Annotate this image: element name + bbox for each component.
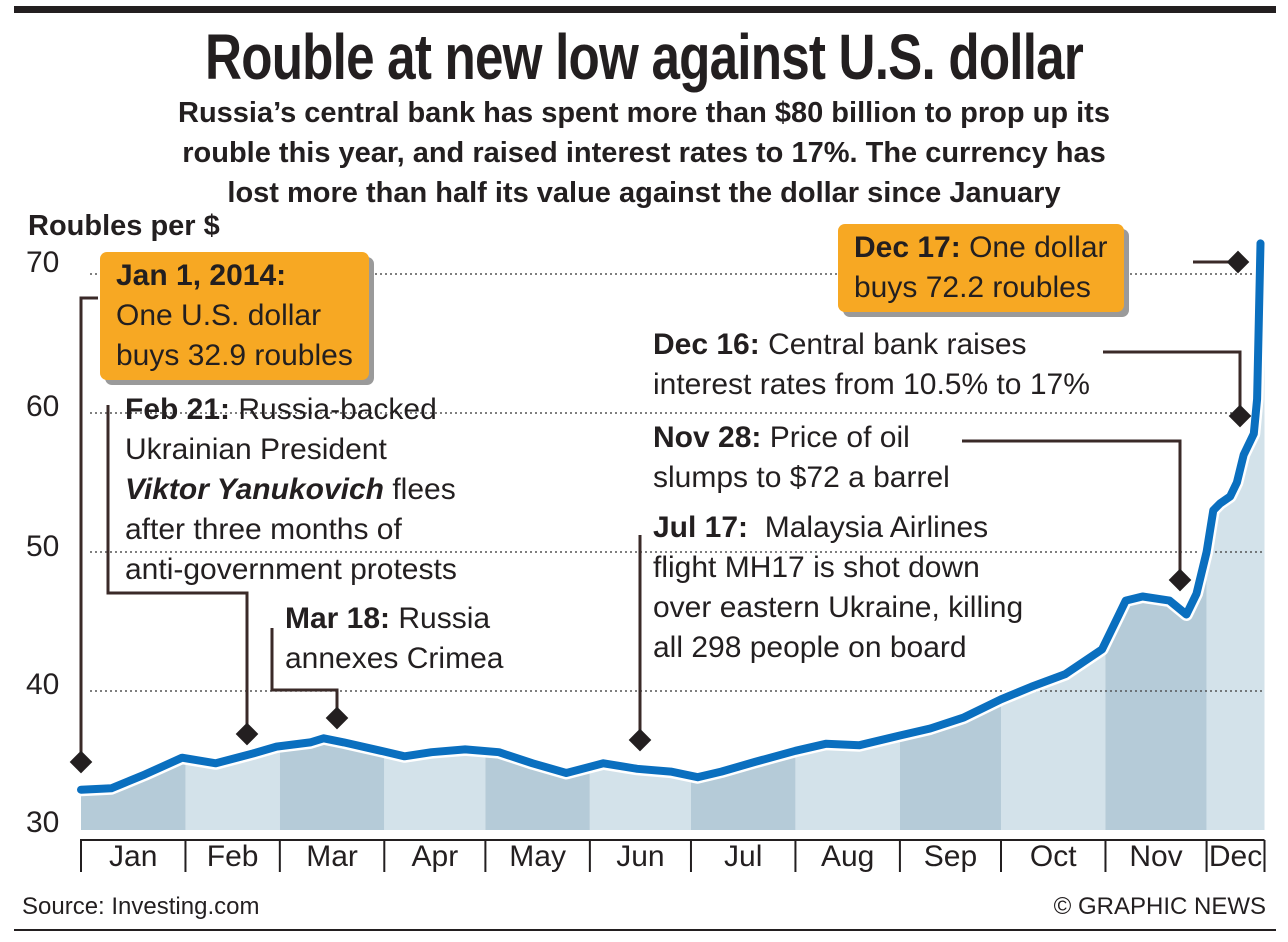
- chart-title: Rouble at new low against U.S. dollar: [205, 21, 1084, 93]
- diamond-marker-nov28: [1168, 568, 1192, 592]
- y-tick-label: 70: [26, 246, 60, 279]
- x-tick-label: Sep: [923, 840, 978, 873]
- x-tick-label: Aug: [820, 840, 875, 873]
- annotation-text: One dollar: [969, 231, 1108, 264]
- diamond-marker-feb21: [235, 722, 259, 746]
- diamond-marker-dec17: [1226, 250, 1250, 274]
- annotation-jul17: Jul 17: Malaysia Airlines flight MH17 is…: [653, 508, 1023, 668]
- bottom-rule: [14, 929, 1276, 931]
- x-axis: [80, 839, 1266, 872]
- diamond-marker-mar18: [325, 706, 349, 730]
- x-tick-label: Mar: [306, 840, 358, 873]
- annotation-name: Viktor Yanukovich: [125, 473, 384, 506]
- subtitle: Russia’s central bank has spent more tha…: [40, 93, 1248, 213]
- annotation-text: interest rates from 10.5% to 17%: [653, 368, 1090, 401]
- y-axis-label: Roubles per $: [28, 210, 220, 242]
- annotation-markers: [69, 250, 1252, 774]
- diamond-marker-jan1: [69, 750, 93, 774]
- annotation-text: Central bank raises: [768, 328, 1027, 361]
- y-tick-label: 60: [26, 390, 60, 423]
- annotation-text: buys 32.9 roubles: [116, 339, 353, 372]
- subtitle-line: rouble this year, and raised interest ra…: [182, 137, 1106, 169]
- connector-feb21: [106, 405, 249, 726]
- annotation-feb21: Feb 21: Russia-backed Ukrainian Presiden…: [125, 390, 457, 590]
- x-tick-label: Dec: [1208, 840, 1263, 873]
- x-tick-label: Feb: [206, 840, 259, 873]
- annotation-dec16: Dec 16: Central bank raises interest rat…: [653, 325, 1090, 405]
- annotation-text: flight MH17 is shot down: [653, 551, 980, 584]
- annotation-date: Jan 1, 2014:: [116, 259, 287, 292]
- annotation-text: annexes Crimea: [285, 642, 504, 675]
- x-tick-label: Jun: [616, 840, 665, 873]
- connector-nov28: [962, 439, 1182, 572]
- annotation-text: Russia-backed: [238, 393, 437, 426]
- diamond-marker-dec16: [1228, 404, 1252, 428]
- diamond-marker-jul17: [628, 728, 652, 752]
- subtitle-line: lost more than half its value against th…: [227, 177, 1061, 209]
- annotation-connectors: [79, 260, 1242, 752]
- annotation-text: Price of oil: [769, 421, 910, 454]
- annotation-text: anti-government protests: [125, 553, 457, 586]
- x-tick-label: Apr: [411, 840, 459, 873]
- annotation-date: Jul 17:: [653, 511, 749, 544]
- annotation-text: flees: [392, 473, 456, 506]
- annotation-date: Mar 18:: [285, 602, 391, 635]
- annotation-text: after three months of: [125, 513, 402, 546]
- annotation-text: slumps to $72 a barrel: [653, 461, 950, 494]
- annotation-date: Feb 21:: [125, 393, 231, 426]
- annotation-date: Dec 17:: [854, 231, 961, 264]
- annotation-text: One U.S. dollar: [116, 299, 322, 332]
- annotation-text: Ukrainian President: [125, 433, 387, 466]
- annotation-date: Nov 28:: [653, 421, 762, 454]
- annotation-text: Russia: [398, 602, 491, 635]
- annotation-text: buys 72.2 roubles: [854, 271, 1091, 304]
- x-tick-label: Jul: [724, 840, 763, 873]
- source-note: Source: Investing.com: [22, 893, 260, 920]
- annotation-text: all 298 people on board: [653, 631, 967, 664]
- top-rule: [14, 6, 1276, 13]
- x-tick-label: Oct: [1029, 840, 1077, 873]
- connector-mar18: [270, 628, 339, 710]
- annotation-text: Malaysia Airlines: [764, 511, 989, 544]
- series-line: [77, 239, 1265, 794]
- y-tick-label: 50: [26, 530, 60, 563]
- annotation-mar18: Mar 18: Russia annexes Crimea: [285, 599, 503, 679]
- y-tick-label: 30: [26, 806, 60, 839]
- annotation-date: Dec 16:: [653, 328, 760, 361]
- annotation-jan1-box: Jan 1, 2014: One U.S. dollar buys 32.9 r…: [100, 252, 369, 380]
- connector-jan1: [79, 296, 98, 752]
- month-band: [485, 243, 590, 830]
- subtitle-line: Russia’s central bank has spent more tha…: [178, 97, 1110, 129]
- connector-dec16: [1103, 350, 1242, 408]
- x-tick-label: May: [509, 840, 566, 873]
- y-tick-label: 40: [26, 668, 60, 701]
- x-tick-label: Jan: [109, 840, 158, 873]
- x-tick-label: Nov: [1129, 840, 1183, 873]
- annotation-dec17-box: Dec 17: One dollar buys 72.2 roubles: [838, 224, 1124, 312]
- annotation-nov28: Nov 28: Price of oil slumps to $72 a bar…: [653, 418, 950, 498]
- annotation-text: over eastern Ukraine, killing: [653, 591, 1024, 624]
- credit: © GRAPHIC NEWS: [1053, 893, 1266, 920]
